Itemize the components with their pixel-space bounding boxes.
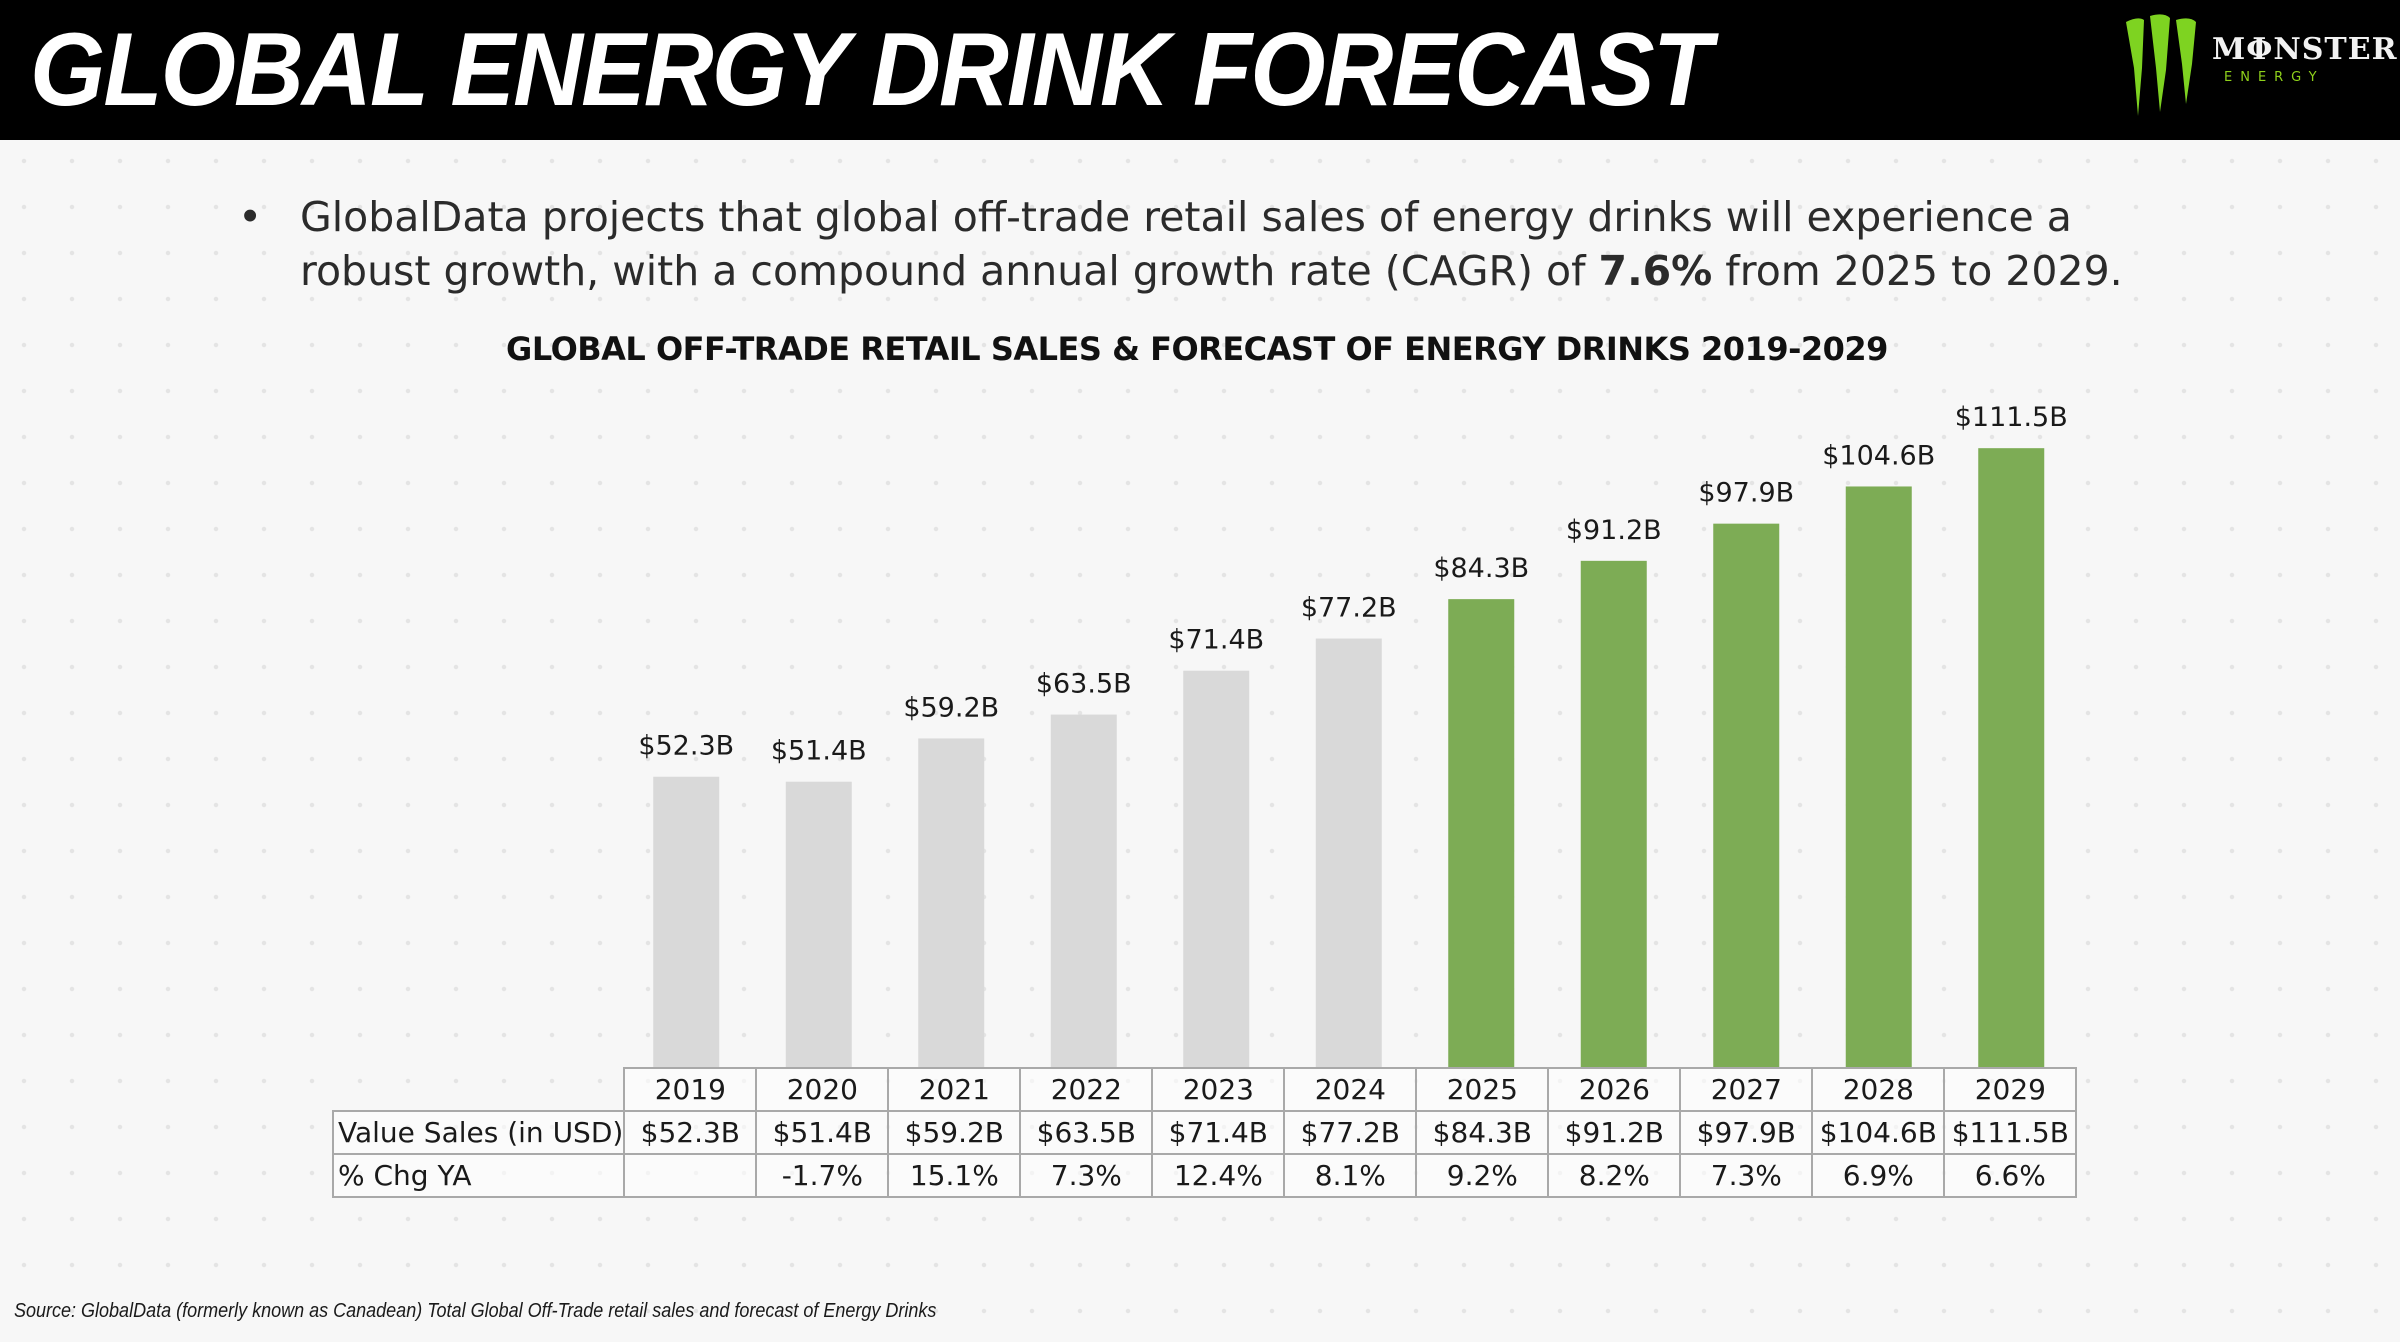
pct-change-cell: 9.2% (1415, 1153, 1550, 1198)
bar-2027 (1713, 523, 1780, 1067)
sales-cell: $91.2B (1547, 1110, 1682, 1155)
bar-2022 (1050, 714, 1117, 1067)
data-label-2021: $59.2B (903, 692, 999, 723)
bar-2026 (1580, 560, 1647, 1067)
data-label-2027: $97.9B (1698, 478, 1794, 509)
sales-cell: $52.3B (623, 1110, 758, 1155)
monster-claw-icon (2126, 14, 2196, 116)
data-label-2022: $63.5B (1036, 669, 1132, 700)
bar-2019 (653, 776, 720, 1067)
pct-change-cell: 6.9% (1811, 1153, 1946, 1198)
page-title: GLOBAL ENERGY DRINK FORECAST (30, 12, 1712, 128)
year-cell: 2023 (1151, 1067, 1286, 1112)
row-label-pct-change: % Chg YA (331, 1153, 626, 1198)
data-label-2020: $51.4B (771, 736, 867, 767)
table-row-pct-change: % Chg YA -1.7% 15.1% 7.3% 12.4% 8.1% 9.2% 8.2%… (331, 1153, 2078, 1198)
table-corner (333, 1068, 624, 1111)
year-cell: 2025 (1415, 1067, 1550, 1112)
year-cell: 2029 (1943, 1067, 2078, 1112)
row-label-sales: Value Sales (in USD) (331, 1110, 626, 1155)
data-label-2019: $52.3B (638, 731, 734, 762)
cagr-highlight: 7.6% (1598, 247, 1713, 295)
pct-change-cell: 8.1% (1283, 1153, 1418, 1198)
pct-change-cell: 7.3% (1019, 1153, 1154, 1198)
sales-cell: $111.5B (1943, 1110, 2078, 1155)
year-cell: 2020 (755, 1067, 890, 1112)
summary-text-part: from 2025 to 2029. (1712, 247, 2123, 295)
sales-cell: $59.2B (887, 1110, 1022, 1155)
year-cell: 2022 (1019, 1067, 1154, 1112)
logo-wordmark: MΦNSTER (2212, 32, 2398, 67)
sales-cell: $84.3B (1415, 1110, 1550, 1155)
bar-2025 (1448, 599, 1515, 1067)
sales-cell: $71.4B (1151, 1110, 1286, 1155)
bar-2020 (785, 781, 852, 1067)
bullet-icon: • (238, 193, 263, 241)
sales-cell: $51.4B (755, 1110, 890, 1155)
data-label-2024: $77.2B (1301, 593, 1397, 624)
sales-cell: $104.6B (1811, 1110, 1946, 1155)
data-label-2026: $91.2B (1566, 515, 1662, 546)
pct-change-cell: 7.3% (1679, 1153, 1814, 1198)
data-label-2029: $111.5B (1955, 402, 2068, 433)
data-table: 2019 2020 2021 2022 2023 2024 2025 2026 2027 2028… (331, 1067, 2078, 1198)
year-cell: 2026 (1547, 1067, 1682, 1112)
data-label-2028: $104.6B (1822, 440, 1935, 471)
year-cell: 2019 (623, 1067, 758, 1112)
year-cell: 2027 (1679, 1067, 1814, 1112)
monster-energy-logo: MΦNSTER ENERGY (2120, 8, 2397, 128)
pct-change-cell: 6.6% (1943, 1153, 2078, 1198)
data-label-2025: $84.3B (1433, 553, 1529, 584)
bar-2023 (1183, 670, 1250, 1067)
data-label-2023: $71.4B (1168, 625, 1264, 656)
pct-change-cell (623, 1153, 758, 1198)
year-cell: 2021 (887, 1067, 1022, 1112)
header-bar: GLOBAL ENERGY DRINK FORECAST MΦNSTER ENE… (0, 0, 2400, 140)
pct-change-cell: 8.2% (1547, 1153, 1682, 1198)
bar-2029 (1978, 448, 2045, 1067)
chart-title: GLOBAL OFF-TRADE RETAIL SALES & FORECAST… (506, 330, 1888, 368)
year-cell: 2028 (1811, 1067, 1946, 1112)
sales-cell: $77.2B (1283, 1110, 1418, 1155)
bar-2028 (1845, 486, 1912, 1068)
source-note: Source: GlobalData (formerly known as Ca… (14, 1300, 937, 1322)
summary-text-part: GlobalData projects that global off-trad… (300, 193, 2072, 295)
pct-change-cell: 12.4% (1151, 1153, 1286, 1198)
sales-cell: $63.5B (1019, 1110, 1154, 1155)
pct-change-cell: -1.7% (755, 1153, 890, 1198)
pct-change-cell: 15.1% (887, 1153, 1022, 1198)
summary-text: GlobalData projects that global off-trad… (300, 190, 2200, 298)
bar-2024 (1315, 638, 1382, 1067)
logo-subtext: ENERGY (2224, 70, 2325, 85)
year-cell: 2024 (1283, 1067, 1418, 1112)
bar-2021 (918, 738, 985, 1067)
table-row-years: 2019 2020 2021 2022 2023 2024 2025 2026 2027 2028… (333, 1067, 2078, 1112)
sales-cell: $97.9B (1679, 1110, 1814, 1155)
table-row-sales: Value Sales (in USD) $52.3B $51.4B $59.2B $… (331, 1110, 2078, 1155)
